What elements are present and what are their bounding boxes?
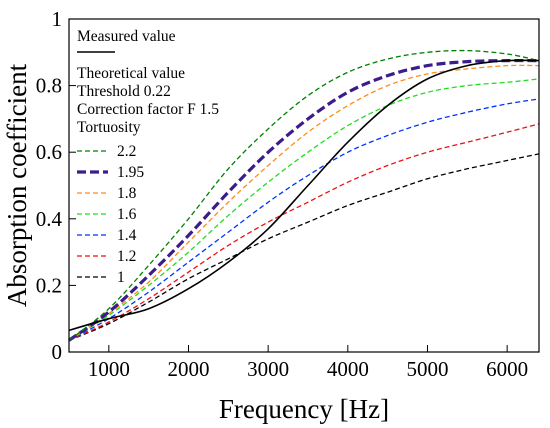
legend-label: 1.4 [117,227,137,244]
series-line-1-95 [68,58,540,342]
plot-frame [68,18,540,353]
legend-heading-line: Threshold 0.22 [77,83,171,100]
legend-heading-line: Theoretical value [77,65,185,82]
series-line-measured-value [68,59,540,332]
legend-heading-line: Correction factor F 1.5 [77,101,219,118]
legend: Measured value Theoretical valueThreshold… [77,28,219,286]
series-layer [68,49,540,342]
series-line-1-4 [68,98,540,341]
x-tick-label: 5000 [406,357,448,381]
y-tick-label: 0 [52,340,63,364]
x-tick-label: 2000 [167,357,209,381]
x-tick-label: 4000 [327,357,369,381]
y-axis-title: Absorption coefficient [2,63,32,307]
x-tick-label: 1000 [88,357,130,381]
series-line-1-8 [68,64,540,341]
y-tick-label: 0.8 [36,74,62,98]
legend-label: 1.6 [117,206,137,223]
x-tick-label: 6000 [486,357,528,381]
y-tick-label: 0.2 [36,273,62,297]
series-line-1-6 [68,78,540,341]
legend-label: 2.2 [117,143,136,160]
y-tick-label: 0.4 [36,207,63,231]
legend-label: 1.8 [117,185,137,202]
x-tick-label: 3000 [247,357,289,381]
tick-layer: 1000 2000 3000 4000 5000 6000 0 0.2 0.4 0.6 0.8 1 [36,7,528,381]
series-line-1-2 [68,123,540,341]
x-axis-title: Frequency [Hz] [219,394,389,424]
legend-label: 1.2 [117,248,136,265]
legend-label: 1.95 [117,164,144,181]
y-tick-label: 0.6 [36,140,62,164]
y-tick-label: 1 [52,7,63,31]
legend-label-measured: Measured value [77,28,176,45]
legend-heading-line: Tortuosity [77,119,141,136]
series-line-1 [68,153,540,341]
legend-label: 1 [117,269,125,286]
